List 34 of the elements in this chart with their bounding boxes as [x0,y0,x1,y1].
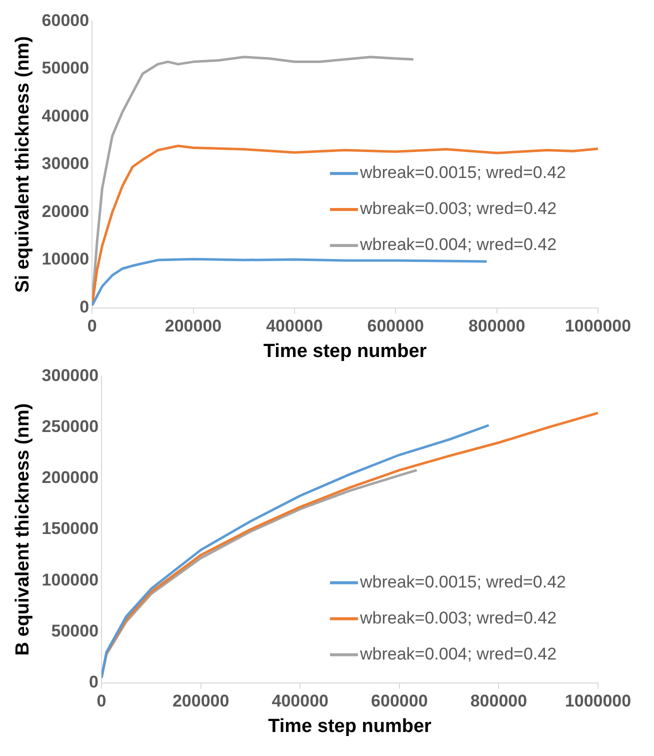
y-tick-label: 60000 [42,10,90,30]
x-tick-label: 800000 [468,316,526,336]
x-tick-label: 600000 [371,692,428,711]
x-tick-label: 600000 [367,316,424,336]
y-axis-title: B equivalent thickness (nm) [12,403,34,656]
legend-label: wbreak=0.004; wred=0.42 [358,644,557,664]
x-tick-label: 800000 [470,692,528,711]
y-tick-label: 20000 [42,202,90,221]
y-tick-label: 50000 [42,58,90,78]
y-tick-label: 200000 [42,468,99,488]
x-tick-label: 400000 [266,316,323,336]
x-tick-label: 200000 [164,316,222,336]
x-axis-title: Time step number [268,716,432,737]
y-tick-label: 50000 [51,621,99,640]
y-axis-title: Si equivalent thickness (nm) [12,36,34,293]
y-tick-label: 40000 [42,106,90,126]
legend-label: wbreak=0.003; wred=0.42 [358,199,557,218]
x-tick-label: 1000000 [564,692,632,711]
y-tick-label: 10000 [42,250,90,269]
legend-label: wbreak=0.004; wred=0.42 [358,235,557,254]
y-tick-label: 300000 [42,366,99,385]
legend-label: wbreak=0.003; wred=0.42 [358,608,557,628]
legend-label: wbreak=0.0015; wred=0.42 [358,572,566,592]
y-tick-label: 100000 [42,570,99,590]
legend-label: wbreak=0.0015; wred=0.42 [358,163,566,182]
y-tick-label: 250000 [42,416,99,436]
x-tick-label: 1000000 [564,316,632,336]
x-tick-label: 400000 [272,692,328,711]
y-tick-label: 0 [80,297,90,316]
y-tick-label: 30000 [42,154,90,174]
x-tick-label: 200000 [172,692,230,711]
y-tick-label: 150000 [42,519,99,538]
x-axis-title: Time step number [263,340,428,362]
y-tick-label: 0 [89,672,99,692]
